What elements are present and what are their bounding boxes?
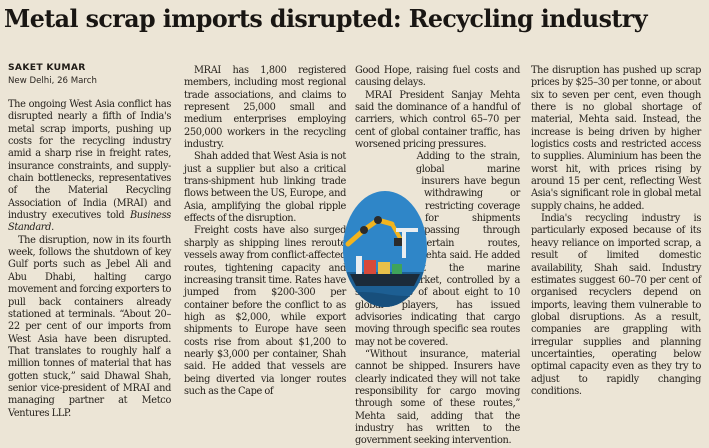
dateline: New Delhi, 26 March <box>8 76 97 86</box>
paragraph: The ongoing West Asia conflict has disru… <box>8 99 171 234</box>
paragraph: “Without insurance, material cannot be s… <box>355 348 520 447</box>
paragraph: MRAI President Sanjay Mehta said the dom… <box>355 89 520 151</box>
paragraph: Adding to the strain, global marine insu… <box>355 151 520 348</box>
paragraph: The disruption has pushed up scrap price… <box>531 65 701 212</box>
article-column-2: MRAI has 1,800 registered members, inclu… <box>184 65 346 398</box>
headline: Metal scrap imports disrupted: Recycling… <box>4 4 648 33</box>
paragraph: The disruption, now in its fourth week, … <box>8 234 171 419</box>
publication-name: Business Standard. <box>8 210 171 234</box>
paragraph: Shah added that West Asia is not just a … <box>184 151 346 225</box>
article-column-1: The ongoing West Asia conflict has disru… <box>8 99 171 420</box>
article-column-4: The disruption has pushed up scrap price… <box>531 65 701 398</box>
paragraph: Good Hope, raising fuel costs and causin… <box>355 65 520 89</box>
paragraph: India's recycling industry is particular… <box>531 213 701 397</box>
article-column-3: Good Hope, raising fuel costs and causin… <box>355 65 520 448</box>
byline: SAKET KUMAR <box>8 62 86 73</box>
port-crane-ship-illustration-icon <box>343 191 427 307</box>
paragraph: Freight costs have also surged sharply a… <box>184 225 346 397</box>
paragraph: MRAI has 1,800 registered members, inclu… <box>184 65 346 151</box>
